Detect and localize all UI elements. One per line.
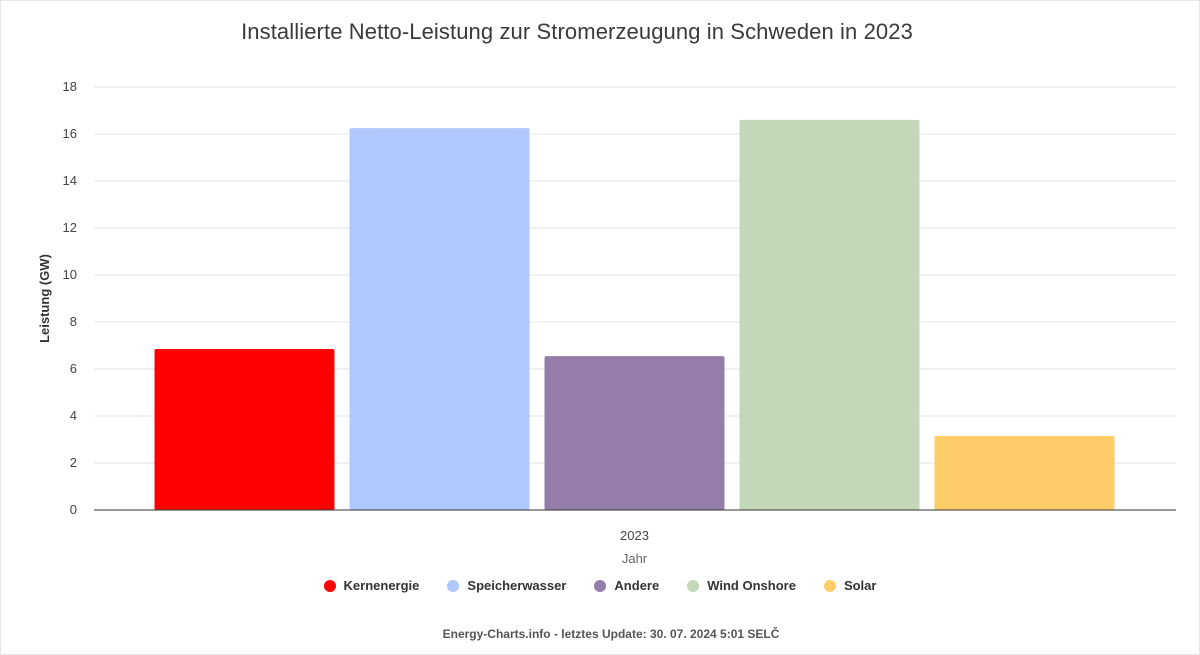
y-tick-label: 8 bbox=[70, 314, 77, 329]
y-axis-title: Leistung (GW) bbox=[37, 254, 52, 343]
x-axis-title: Jahr bbox=[622, 551, 648, 566]
y-tick-label: 2 bbox=[70, 455, 77, 470]
y-tick-label: 10 bbox=[63, 267, 77, 282]
bar-kernenergie[interactable] bbox=[154, 349, 335, 510]
y-tick-label: 18 bbox=[63, 79, 77, 94]
bar-andere[interactable] bbox=[544, 356, 725, 510]
y-tick-label: 12 bbox=[63, 220, 77, 235]
legend-item-andere[interactable]: Andere bbox=[594, 578, 659, 593]
legend-item-solar[interactable]: Solar bbox=[823, 578, 877, 593]
legend-swatch bbox=[823, 579, 836, 592]
legend-swatch bbox=[687, 579, 700, 592]
legend-item-speicherwasser[interactable]: Speicherwasser bbox=[447, 578, 566, 593]
legend-label: Andere bbox=[614, 578, 660, 593]
x-tick-label: 2023 bbox=[620, 528, 649, 543]
y-tick-label: 0 bbox=[70, 502, 77, 517]
legend-item-wind-onshore[interactable]: Wind Onshore bbox=[687, 578, 796, 593]
bar-solar[interactable] bbox=[934, 435, 1115, 510]
bar-speicherwasser[interactable] bbox=[349, 128, 530, 510]
footer-credit: Energy-Charts.info - letztes Update: 30.… bbox=[442, 627, 780, 641]
legend-swatch bbox=[594, 579, 607, 592]
chart-title: Installierte Netto-Leistung zur Stromerz… bbox=[241, 19, 913, 44]
legend-item-kernenergie[interactable]: Kernenergie bbox=[323, 578, 420, 593]
legend-label: Kernenergie bbox=[343, 578, 420, 593]
bar-wind-onshore[interactable] bbox=[739, 119, 920, 511]
chart-legend: Kernenergie Speicherwasser Andere Wind Onsh… bbox=[0, 578, 1200, 593]
legend-swatch bbox=[447, 579, 460, 592]
legend-label: Solar bbox=[843, 578, 877, 593]
legend-swatch bbox=[323, 579, 336, 592]
legend-label: Speicherwasser bbox=[467, 578, 567, 593]
y-tick-label: 16 bbox=[63, 126, 77, 141]
y-tick-label: 6 bbox=[70, 361, 77, 376]
y-tick-label: 4 bbox=[70, 408, 77, 423]
y-tick-label: 14 bbox=[63, 173, 77, 188]
legend-label: Wind Onshore bbox=[707, 578, 796, 593]
